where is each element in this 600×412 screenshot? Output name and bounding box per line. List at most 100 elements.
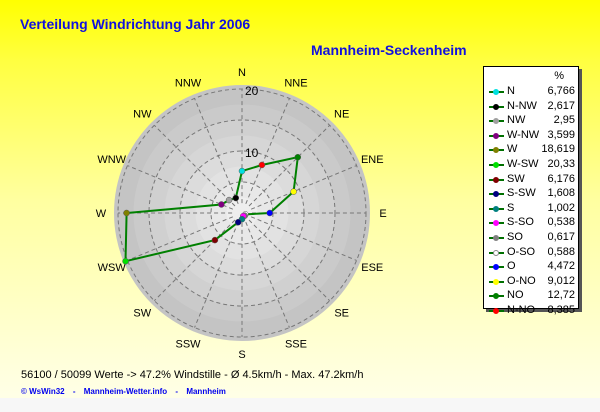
spoke-line [248, 219, 331, 302]
data-point-o [266, 209, 273, 217]
legend-name: N-NW [507, 99, 537, 112]
legend-name: N-NO [507, 304, 536, 316]
legend-value: 4,472 [547, 260, 575, 273]
legend-marker-icon [493, 103, 499, 110]
legend-header: % [554, 70, 564, 82]
data-point-s-sw [234, 218, 242, 226]
legend-marker-icon [493, 308, 499, 314]
data-point-nw [225, 196, 233, 204]
radial-tick-label: 10 [245, 146, 259, 160]
spoke-line [194, 221, 239, 328]
legend-value: 0,588 [547, 245, 575, 258]
axis-label: WNW [97, 154, 126, 166]
chart-title: Verteilung Windrichtung Jahr 2006 [20, 16, 251, 32]
legend-entry: W-NW 3,599 [484, 128, 578, 143]
legend-entry: O 4,472 [484, 259, 578, 274]
legend-entry: S-SW 1,608 [484, 186, 578, 201]
axis-label: ENE [361, 154, 384, 166]
copyright: © WsWin32 [21, 387, 65, 396]
legend-marker-icon [493, 162, 499, 168]
site-link[interactable]: Mannheim-Wetter.info [83, 387, 168, 396]
legend-marker-icon [493, 176, 499, 183]
legend-value: 0,538 [547, 216, 575, 229]
legend-name: NW [507, 114, 526, 127]
footer: © WsWin32 - Mannheim-Wetter.info - Mannh… [21, 387, 232, 396]
data-point-w-nw [218, 201, 225, 208]
data-point-sw [211, 236, 219, 244]
data-point-w-sw [122, 257, 129, 265]
legend-name: SW [507, 172, 525, 185]
spoke-line [245, 98, 290, 205]
spoke-line [127, 165, 234, 210]
legend-value: 0,617 [547, 231, 575, 243]
station-name: Mannheim-Seckenheim [311, 42, 467, 58]
stats-line: 56100 / 50099 Werte -> 47.2% Windstille … [21, 369, 364, 381]
axis-label: ESE [361, 262, 383, 274]
legend-value: 1,608 [547, 187, 575, 200]
legend-marker-icon [493, 235, 499, 241]
legend-entry: W-SW 20,33 [484, 157, 578, 172]
legend-value: 6,176 [547, 172, 575, 185]
legend-name: O [507, 260, 516, 273]
data-point-n [238, 167, 246, 175]
data-point-o-no [290, 188, 297, 195]
axis-label: NNE [284, 78, 307, 90]
axis-label: SE [334, 308, 349, 320]
legend-name: S-SO [507, 216, 534, 229]
axis-label: NE [334, 108, 349, 120]
legend-marker-icon [493, 278, 499, 285]
legend: % N 6,766 N-NW 2,617 NW 2,95 W-NW 3,599 W 18,619 W… [483, 66, 579, 316]
city-link[interactable]: Mannheim [186, 387, 226, 396]
legend-marker-icon [493, 118, 499, 125]
legend-entry: W 18,619 [484, 142, 578, 157]
separator: - [175, 387, 179, 396]
spoke-line [248, 124, 331, 207]
axis-label: S [238, 349, 245, 361]
spoke-line [194, 98, 239, 205]
spoke-line [245, 221, 290, 328]
axis-label: SSW [176, 338, 202, 350]
legend-name: W-NW [507, 128, 540, 141]
axis-label: NNW [175, 78, 202, 90]
legend-value: 18,619 [541, 143, 575, 156]
axis-label: N [238, 67, 246, 79]
spoke-line [250, 165, 357, 210]
legend-marker-icon [493, 132, 499, 139]
legend-value: 20,33 [547, 158, 575, 170]
legend-entry: N-NO 8,385 [484, 303, 578, 318]
legend-value: 9,012 [547, 274, 575, 287]
legend-marker-icon [493, 293, 499, 300]
legend-entry: O-SO 0,588 [484, 245, 578, 260]
legend-value: 3,599 [547, 128, 575, 141]
data-point-n-nw [232, 194, 240, 202]
legend-entry: N-NW 2,617 [484, 99, 578, 114]
legend-marker-icon [493, 264, 499, 271]
bottom-strip [0, 398, 600, 412]
data-point-no [294, 153, 302, 161]
legend-name: N [507, 85, 515, 97]
axis-label: NW [133, 108, 152, 120]
legend-value: 2,617 [547, 99, 575, 112]
legend-value: 6,766 [547, 85, 575, 97]
legend-entry: SO 0,617 [484, 230, 578, 245]
legend-name: SO [507, 231, 523, 243]
spoke-line [127, 216, 234, 261]
axis-label: SSE [285, 338, 307, 350]
legend-value: 1,002 [547, 201, 575, 214]
legend-marker-icon [493, 89, 499, 95]
axis-label: E [379, 208, 386, 220]
legend-marker-icon [493, 147, 499, 154]
data-point-n-no [258, 161, 266, 169]
legend-name: O-SO [507, 245, 536, 258]
legend-name: S [507, 201, 515, 214]
legend-value: 12,72 [547, 289, 575, 302]
legend-name: O-NO [507, 274, 536, 287]
data-point-w [123, 209, 130, 217]
legend-marker-icon [493, 205, 499, 212]
legend-entry: S 1,002 [484, 201, 578, 216]
legend-name: W-SW [507, 158, 539, 170]
legend-marker-icon [493, 220, 499, 227]
legend-marker-icon [493, 191, 499, 198]
